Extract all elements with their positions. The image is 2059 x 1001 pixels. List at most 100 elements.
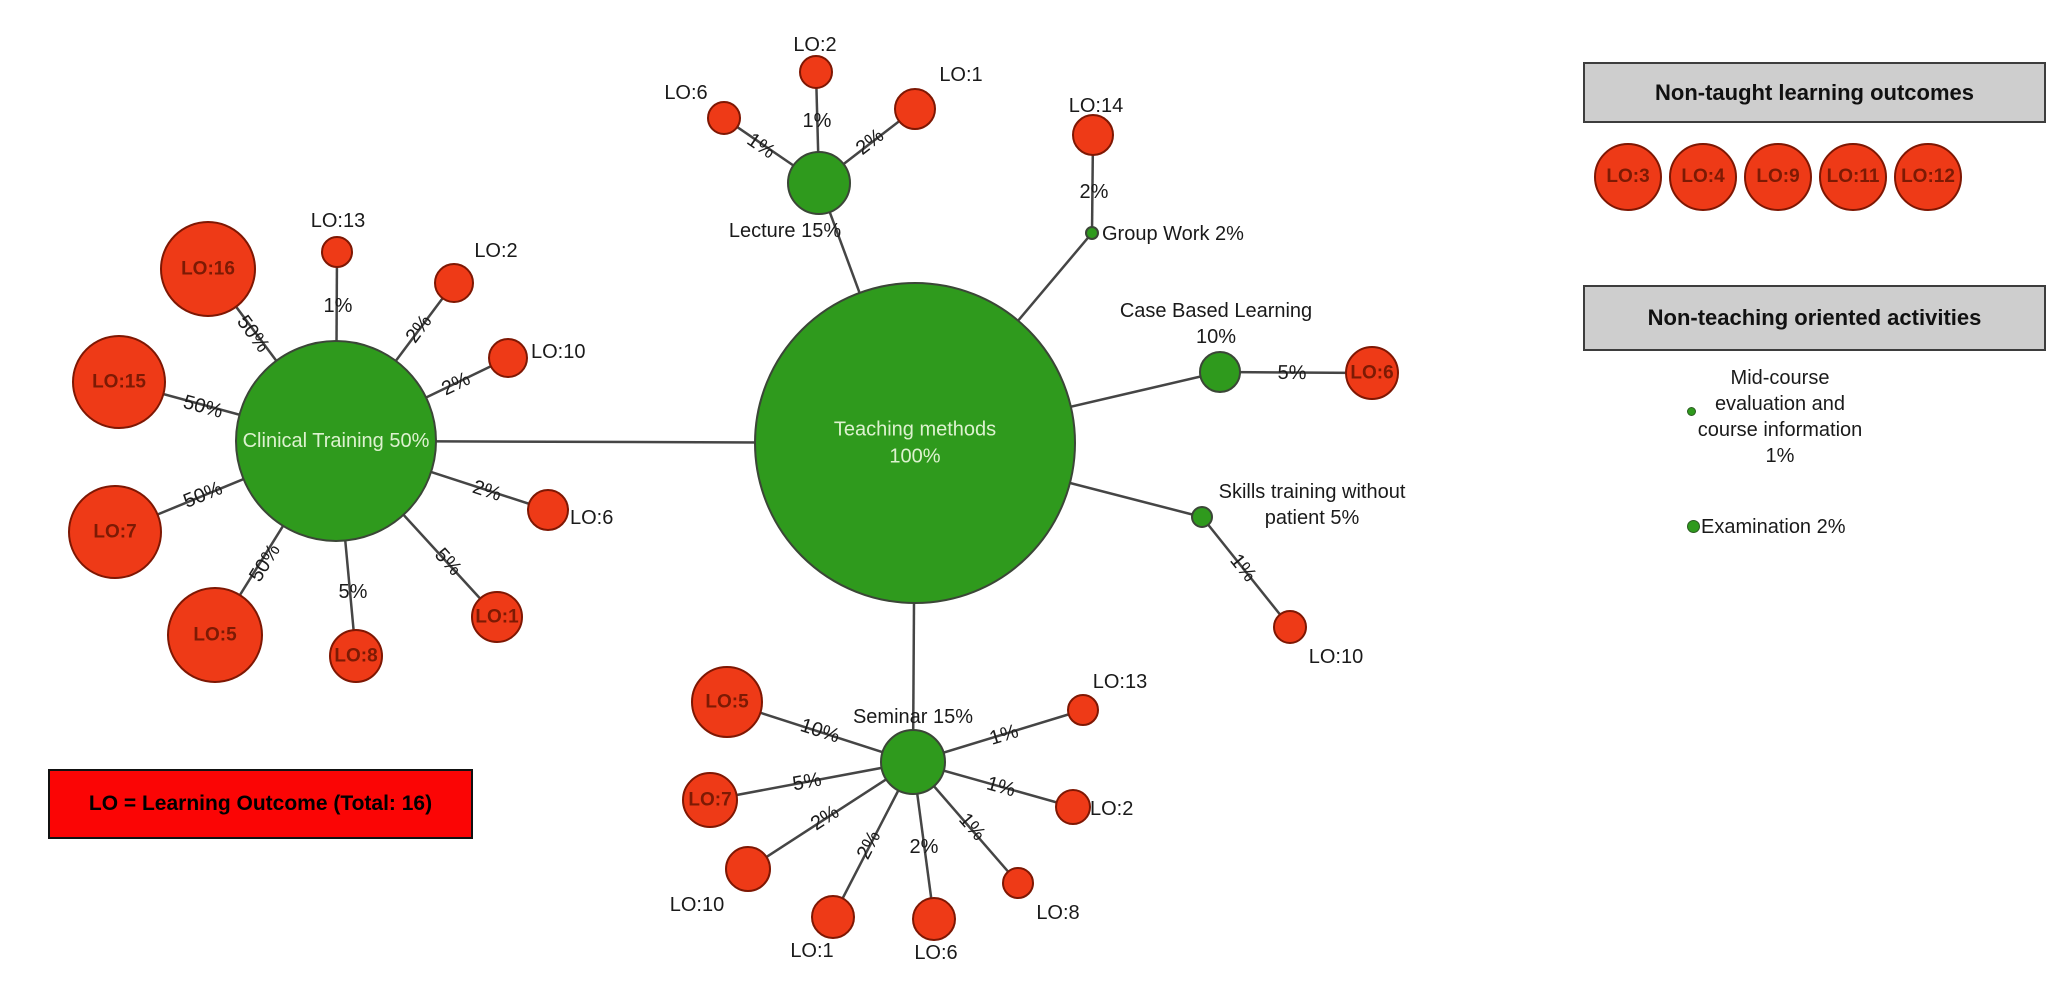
edge-seminar-s_lo7 <box>709 760 914 802</box>
edge-skills-sk_lo10 <box>1201 516 1291 628</box>
edge-label-clinical-c_lo5: 50% <box>245 540 285 586</box>
label-c_lo13: LO:13 <box>311 210 365 232</box>
edge-label-seminar-s_lo1: 2% <box>853 827 886 863</box>
non-taught-outcome-circle: LO:3 <box>1594 143 1662 211</box>
label-lo14: LO:14 <box>1069 95 1123 117</box>
label-casebased: 10% <box>1196 326 1236 348</box>
node-casebased <box>1199 351 1241 393</box>
label-cb_lo6: LO:6 <box>1350 363 1393 384</box>
label-s_lo5: LO:5 <box>705 692 749 713</box>
label-c_lo1: LO:1 <box>475 607 519 628</box>
label-l_lo6: LO:6 <box>664 82 707 104</box>
edge-label-groupwork-lo14: 2% <box>1080 181 1109 203</box>
label-s_lo8: LO:8 <box>1036 902 1079 924</box>
midcourse-line-1: Mid-course <box>1730 367 1830 389</box>
node-s_lo2 <box>1055 789 1091 825</box>
node-l_lo6 <box>707 101 741 135</box>
label-c_lo6: LO:6 <box>570 507 613 529</box>
label-l_lo1: LO:1 <box>939 64 982 86</box>
edge-label-seminar-s_lo5: 10% <box>798 714 843 747</box>
node-c_lo5 <box>167 587 263 683</box>
examination-dot <box>1687 520 1700 533</box>
label-lecture: Lecture 15% <box>729 220 842 242</box>
examination-label: Examination 2% <box>1701 516 1846 538</box>
edge-label-seminar-s_lo13: 1% <box>987 720 1021 750</box>
edge-label-seminar-s_lo2: 1% <box>984 772 1018 801</box>
non-teaching-activities-header: Non-teaching oriented activities <box>1583 285 2046 351</box>
label-s_lo6: LO:6 <box>914 942 957 964</box>
node-lecture <box>787 151 851 215</box>
edge-label-clinical-c_lo6: 2% <box>470 476 504 506</box>
midcourse-evaluation-label: Mid-course evaluation and course informa… <box>1655 365 1905 469</box>
node-sk_lo10 <box>1273 610 1307 644</box>
node-l_lo1 <box>894 88 936 130</box>
non-taught-outcomes-row: LO:3 LO:4 LO:9 LO:11 LO:12 <box>1594 143 1962 211</box>
edge-label-seminar-s_lo10: 2% <box>807 801 843 835</box>
non-taught-outcome-circle: LO:9 <box>1744 143 1812 211</box>
non-taught-outcomes-header: Non-taught learning outcomes <box>1583 62 2046 123</box>
label-c_lo5: LO:5 <box>193 625 237 646</box>
node-s_lo10 <box>725 846 771 892</box>
label-skills: Skills training without <box>1219 481 1406 503</box>
node-skills <box>1191 506 1213 528</box>
midcourse-line-3: course information <box>1697 419 1863 441</box>
label-skills: patient 5% <box>1265 507 1360 529</box>
node-clinical <box>235 340 437 542</box>
label-s_lo1: LO:1 <box>790 940 833 962</box>
edge-label-skills-sk_lo10: 1% <box>1225 550 1260 586</box>
non-teaching-activities-title: Non-teaching oriented activities <box>1647 305 1982 330</box>
edge-label-casebased-cb_lo6: 5% <box>1277 362 1306 384</box>
node-c_lo2 <box>434 263 474 303</box>
node-l_lo2 <box>799 55 833 89</box>
node-c_lo6 <box>527 489 569 531</box>
node-c_lo13 <box>321 236 353 268</box>
label-teaching: 100% <box>889 446 940 468</box>
legend-box: LO = Learning Outcome (Total: 16) <box>48 769 473 839</box>
node-c_lo15 <box>72 335 166 429</box>
node-c_lo7 <box>68 485 162 579</box>
label-s_lo2: LO:2 <box>1090 798 1133 820</box>
node-groupwork <box>1085 226 1099 240</box>
label-c_lo8: LO:8 <box>334 646 377 667</box>
midcourse-evaluation-dot <box>1687 407 1696 416</box>
node-seminar <box>880 729 946 795</box>
non-taught-outcome-circle: LO:11 <box>1819 143 1887 211</box>
node-c_lo8 <box>329 629 383 683</box>
edge-label-lecture-l_lo2: 1% <box>803 110 832 132</box>
node-s_lo7 <box>682 772 738 828</box>
label-seminar: Seminar 15% <box>853 706 973 728</box>
label-casebased: Case Based Learning <box>1120 300 1312 322</box>
node-s_lo1 <box>811 895 855 939</box>
label-l_lo2: LO:2 <box>793 34 836 56</box>
label-sk_lo10: LO:10 <box>1309 646 1363 668</box>
node-c_lo16 <box>160 221 256 317</box>
node-lo14 <box>1072 114 1114 156</box>
label-c_lo15: LO:15 <box>92 372 146 393</box>
label-s_lo10: LO:10 <box>670 894 724 916</box>
edge-label-clinical-c_lo8: 5% <box>339 581 368 603</box>
label-c_lo16: LO:16 <box>181 259 235 280</box>
node-s_lo8 <box>1002 867 1034 899</box>
label-clinical: Clinical Training 50% <box>243 430 430 452</box>
non-taught-outcome-circle: LO:12 <box>1894 143 1962 211</box>
node-c_lo1 <box>471 591 523 643</box>
label-groupwork: Group Work 2% <box>1102 223 1244 245</box>
label-s_lo7: LO:7 <box>688 790 731 811</box>
label-c_lo2: LO:2 <box>474 240 517 262</box>
node-cb_lo6 <box>1345 346 1399 400</box>
edge-label-clinical-c_lo7: 50% <box>180 477 226 513</box>
node-s_lo6 <box>912 897 956 941</box>
edge-label-clinical-c_lo10: 2% <box>438 368 474 400</box>
non-taught-outcome-circle: LO:4 <box>1669 143 1737 211</box>
label-c_lo7: LO:7 <box>93 522 136 543</box>
node-s_lo13 <box>1067 694 1099 726</box>
node-teaching <box>754 282 1076 604</box>
edge-label-seminar-s_lo6: 2% <box>910 836 939 858</box>
midcourse-percent: 1% <box>1765 445 1795 467</box>
node-s_lo5 <box>691 666 763 738</box>
label-s_lo13: LO:13 <box>1093 671 1147 693</box>
non-taught-outcomes-title: Non-taught learning outcomes <box>1655 79 1974 105</box>
edge-label-seminar-s_lo7: 5% <box>791 768 824 795</box>
